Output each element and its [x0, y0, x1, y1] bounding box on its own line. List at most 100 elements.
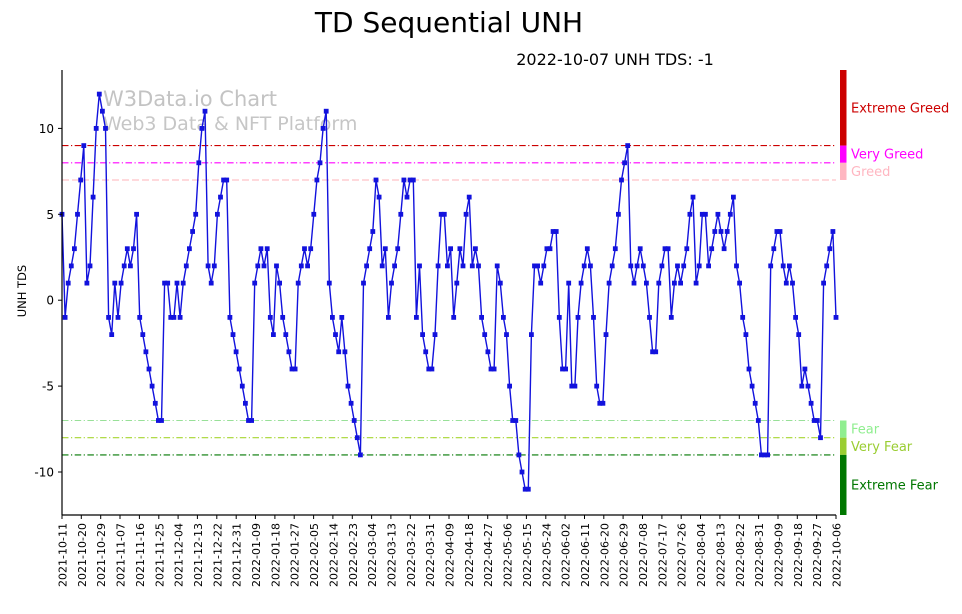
data-marker — [529, 332, 534, 337]
data-marker — [501, 315, 506, 320]
data-marker — [578, 280, 584, 286]
data-marker — [103, 126, 108, 131]
data-marker — [650, 349, 655, 355]
data-marker — [687, 211, 693, 217]
data-marker — [721, 246, 727, 252]
data-marker — [777, 229, 783, 234]
data-marker — [522, 486, 528, 492]
data-marker — [429, 366, 435, 372]
data-marker — [805, 383, 811, 389]
data-marker — [407, 177, 413, 183]
data-marker — [146, 366, 152, 372]
data-marker — [233, 349, 239, 355]
data-marker — [684, 246, 690, 252]
data-marker — [183, 263, 189, 269]
data-marker — [140, 332, 146, 337]
data-marker — [550, 229, 556, 234]
x-tick-label: 2021-11-16 — [134, 523, 147, 587]
data-marker — [361, 280, 366, 286]
x-tick-label: 2022-07-08 — [637, 523, 650, 587]
x-tick-label: 2022-04-18 — [463, 523, 476, 587]
data-marker — [410, 177, 416, 183]
data-marker — [749, 383, 755, 389]
data-marker — [631, 280, 637, 286]
data-marker — [482, 332, 488, 337]
data-marker — [541, 263, 547, 269]
data-marker — [538, 280, 544, 286]
data-marker — [743, 332, 749, 337]
x-tick-label: 2022-02-05 — [308, 523, 321, 587]
data-marker — [724, 229, 730, 234]
data-marker — [606, 280, 612, 286]
data-marker — [230, 332, 236, 337]
x-tick-label: 2021-11-25 — [153, 523, 166, 587]
data-marker — [149, 383, 155, 389]
y-tick-label: -5 — [42, 380, 54, 394]
x-tick-label: 2022-04-27 — [482, 523, 495, 587]
data-marker — [572, 383, 578, 389]
data-marker — [62, 315, 68, 320]
data-marker — [811, 418, 817, 423]
data-marker — [124, 246, 130, 252]
data-marker — [379, 263, 385, 269]
data-marker — [376, 194, 382, 200]
data-marker — [68, 263, 74, 269]
data-marker — [274, 263, 279, 269]
data-marker — [386, 315, 391, 320]
data-marker — [100, 108, 105, 114]
data-marker — [787, 263, 792, 269]
data-marker — [454, 280, 460, 286]
data-marker — [302, 246, 307, 252]
x-tick-label: 2022-03-04 — [366, 523, 379, 587]
data-marker — [783, 280, 789, 286]
data-marker — [267, 315, 273, 320]
data-marker — [261, 263, 267, 269]
x-tick-label: 2022-06-02 — [560, 523, 573, 587]
data-marker — [507, 383, 512, 389]
data-marker — [824, 263, 830, 269]
data-marker — [354, 435, 360, 441]
data-marker — [426, 366, 432, 372]
data-marker — [653, 349, 659, 355]
data-marker — [734, 263, 739, 269]
data-marker — [84, 280, 90, 286]
data-marker — [780, 263, 786, 269]
data-marker — [706, 263, 711, 269]
data-marker — [827, 246, 833, 252]
axes: -10 -5 0 5 10 2021-10-11 2021-10-20 2021-10-29 2… — [34, 70, 844, 587]
data-marker — [712, 229, 718, 234]
data-marker — [765, 452, 770, 458]
data-marker — [96, 91, 102, 97]
data-marker — [625, 143, 631, 148]
data-marker — [323, 108, 329, 114]
data-marker — [392, 263, 397, 269]
x-tick-label: 2022-06-29 — [618, 523, 631, 587]
data-marker — [404, 194, 410, 200]
chart-subtitle: 2022-10-07 UNH TDS: -1 — [516, 50, 714, 69]
data-marker — [457, 246, 463, 252]
data-marker — [218, 194, 223, 200]
data-marker — [790, 280, 795, 286]
zone-bar-extreme-greed — [840, 70, 847, 146]
data-marker — [351, 418, 357, 423]
data-marker — [547, 246, 553, 252]
data-marker — [196, 160, 202, 166]
data-marker — [659, 263, 665, 269]
data-marker — [594, 383, 600, 389]
data-marker — [308, 246, 314, 252]
data-marker — [473, 246, 478, 252]
data-marker — [818, 435, 823, 441]
data-marker — [833, 315, 839, 320]
data-marker — [131, 246, 136, 252]
data-marker — [451, 315, 457, 320]
data-marker — [109, 332, 115, 337]
data-marker — [497, 280, 503, 286]
data-marker — [208, 280, 214, 286]
data-marker — [762, 452, 767, 458]
data-marker — [342, 349, 348, 355]
data-marker — [367, 246, 373, 252]
data-marker — [438, 211, 444, 217]
x-tick-label: 2022-09-18 — [792, 523, 805, 587]
data-marker — [239, 383, 245, 389]
x-tick-label: 2022-02-14 — [327, 523, 340, 587]
